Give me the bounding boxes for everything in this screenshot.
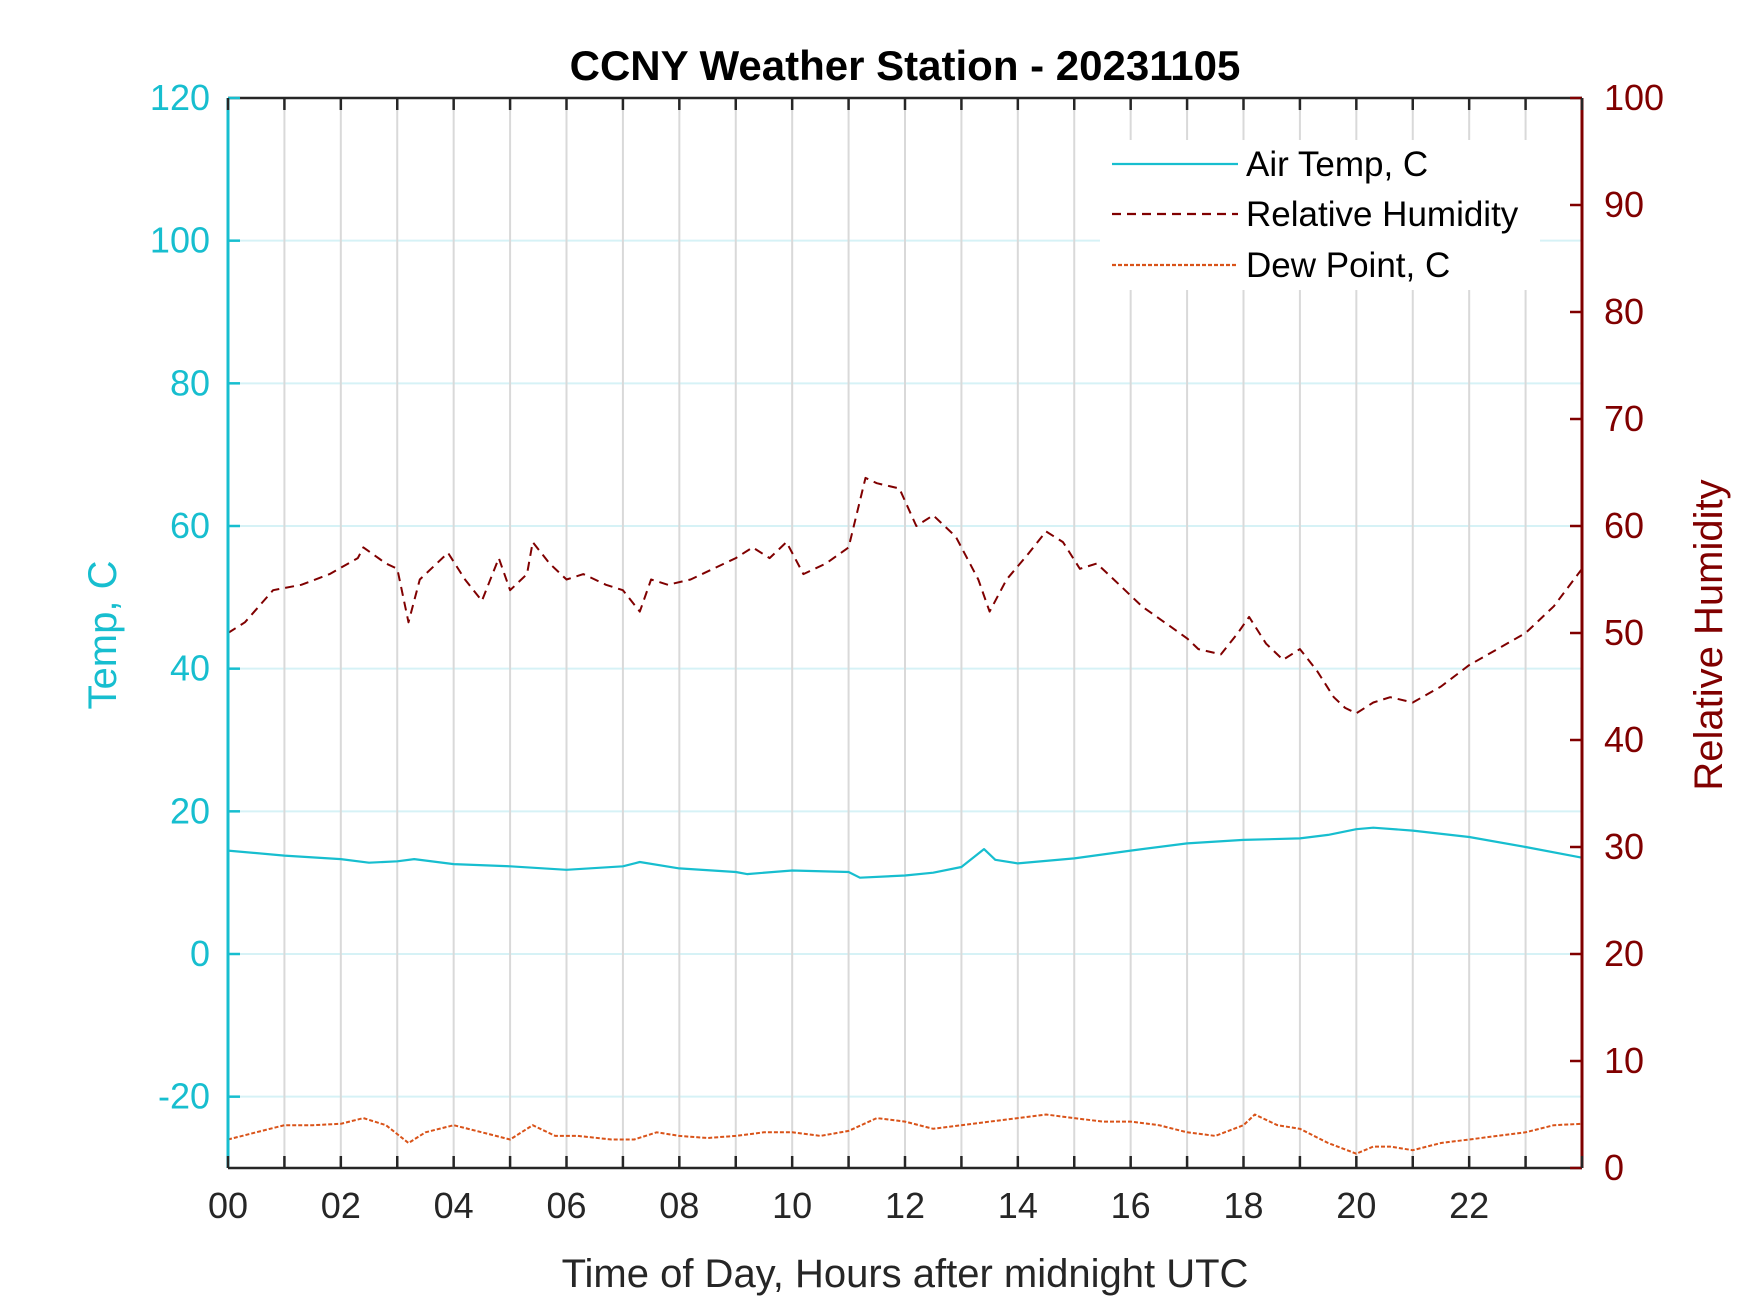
- x-tick-label: 02: [321, 1185, 361, 1226]
- y-left-tick-label: 0: [190, 933, 210, 974]
- y-right-tick-label: 80: [1604, 291, 1644, 332]
- legend-label: Relative Humidity: [1246, 195, 1519, 234]
- x-tick-label: 08: [659, 1185, 699, 1226]
- y-left-tick-label: 120: [150, 77, 210, 118]
- x-tick-label: 16: [1111, 1185, 1151, 1226]
- y-left-tick-label: -20: [158, 1076, 210, 1117]
- y-right-tick-label: 50: [1604, 612, 1644, 653]
- series-air-temp-c: [227, 826, 1583, 879]
- x-tick-label: 18: [1223, 1185, 1263, 1226]
- y-right-tick-label: 60: [1604, 505, 1644, 546]
- series-relative-humidity: [227, 476, 1583, 715]
- grid-layer: [228, 97, 1582, 1168]
- x-tick-label: 12: [885, 1185, 925, 1226]
- axes-layer: [226, 96, 1584, 1170]
- y-right-tick-label: 20: [1604, 933, 1644, 974]
- series-dew-point-c: [227, 1113, 1583, 1155]
- y-right-tick-label: 10: [1604, 1040, 1644, 1081]
- y-right-tick-label: 90: [1604, 184, 1644, 225]
- x-axis-label: Time of Day, Hours after midnight UTC: [562, 1252, 1249, 1296]
- y-left-tick-label: 100: [150, 220, 210, 261]
- y-right-tick-label: 30: [1604, 826, 1644, 867]
- chart-title: CCNY Weather Station - 20231105: [570, 42, 1241, 89]
- legend-label: Dew Point, C: [1246, 246, 1450, 285]
- x-tick-label: 14: [998, 1185, 1038, 1226]
- y-left-tick-label: 60: [170, 505, 210, 546]
- x-tick-label: 00: [208, 1185, 248, 1226]
- y-axis-left-label: Temp, C: [81, 561, 125, 710]
- y-left-tick-label: 40: [170, 648, 210, 689]
- y-right-tick-label: 70: [1604, 398, 1644, 439]
- y-right-tick-label: 100: [1604, 77, 1664, 118]
- x-tick-label: 10: [772, 1185, 812, 1226]
- y-right-tick-label: 0: [1604, 1147, 1624, 1188]
- legend-label: Air Temp, C: [1246, 145, 1428, 184]
- x-tick-label: 20: [1336, 1185, 1376, 1226]
- labels-layer: CCNY Weather Station - 20231105 Temp, C …: [81, 42, 1731, 1296]
- y-left-tick-label: 20: [170, 790, 210, 831]
- series-layer: [227, 476, 1583, 1155]
- y-right-tick-label: 40: [1604, 719, 1644, 760]
- y-axis-right-label: Relative Humidity: [1687, 479, 1731, 790]
- x-tick-label: 06: [546, 1185, 586, 1226]
- x-tick-label: 22: [1449, 1185, 1489, 1226]
- x-tick-label: 04: [434, 1185, 474, 1226]
- legend: Air Temp, C Relative Humidity Dew Point, C: [1100, 140, 1540, 290]
- y-left-tick-label: 80: [170, 362, 210, 403]
